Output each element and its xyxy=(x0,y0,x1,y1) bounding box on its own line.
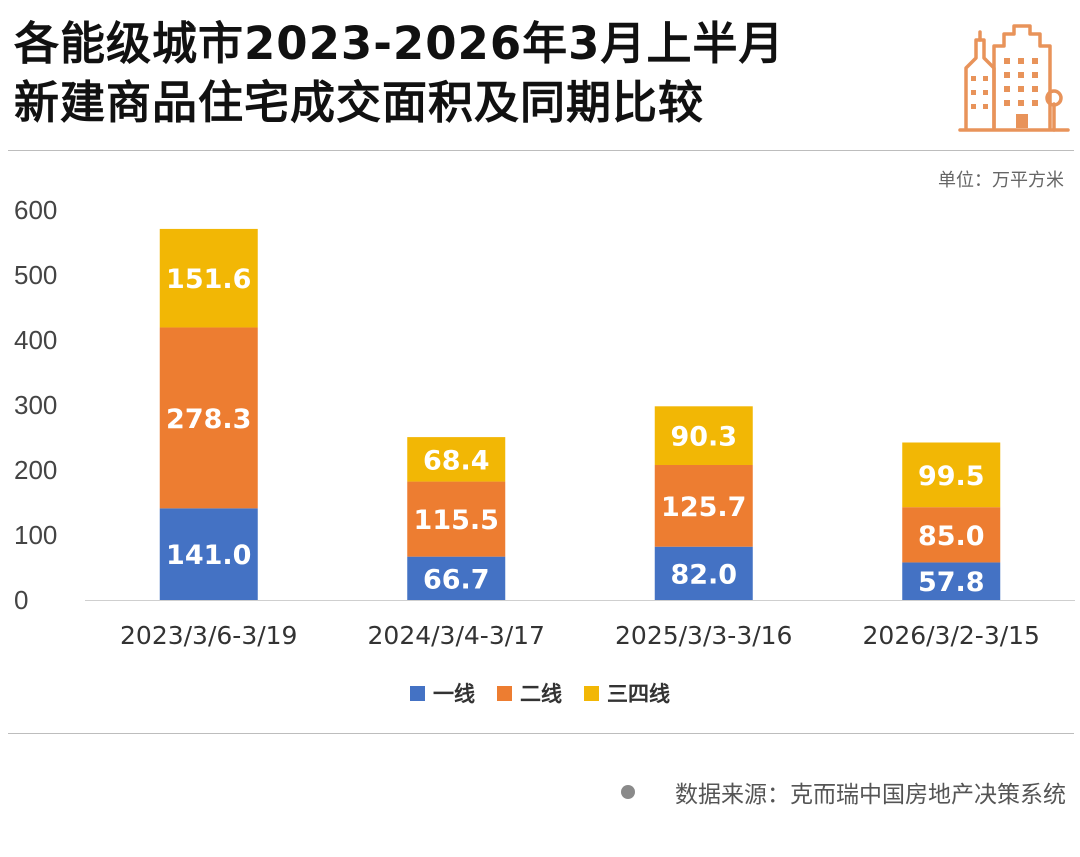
data-label: 151.6 xyxy=(166,264,251,295)
y-tick-label: 100 xyxy=(14,520,57,550)
data-label: 90.3 xyxy=(670,422,737,453)
legend-swatch xyxy=(584,685,599,701)
legend-label: 一线 xyxy=(433,682,475,706)
data-label: 141.0 xyxy=(166,540,251,571)
y-tick-label: 500 xyxy=(14,260,57,290)
data-label: 99.5 xyxy=(918,461,985,492)
data-label: 115.5 xyxy=(414,505,499,536)
bar-segment xyxy=(902,562,1001,600)
stacked-bar-chart: 0 100 200 300 400 500 600 141.0 278.3 151.6 2023/3… xyxy=(14,195,1075,650)
legend-item: 二线 xyxy=(497,678,562,708)
data-label: 82.0 xyxy=(670,559,737,590)
bar-segment xyxy=(654,546,753,600)
bar-segment xyxy=(654,464,753,547)
chart-title: 各能级城市2023-2026年3月上半月 新建商品住宅成交面积及同期比较 xyxy=(14,14,944,132)
data-label: 85.0 xyxy=(918,521,985,552)
source-text: 数据来源：克而瑞中国房地产决策系统 xyxy=(675,782,1066,808)
legend-item: 一线 xyxy=(410,678,475,708)
bar-segment xyxy=(159,508,258,600)
bar-segment xyxy=(407,437,506,482)
bar-segment xyxy=(407,556,506,600)
bar-segment xyxy=(159,228,258,328)
y-tick-label: 600 xyxy=(14,195,57,225)
x-tick-label: 2026/3/2-3/15 xyxy=(863,621,1040,650)
legend-swatch xyxy=(497,685,512,701)
title-line-2: 新建商品住宅成交面积及同期比较 xyxy=(14,76,705,129)
unit-label: 单位：万平方米 xyxy=(938,170,1064,191)
bar-segment xyxy=(902,507,1001,563)
legend-label: 二线 xyxy=(520,682,562,706)
title-line-1: 各能级城市2023-2026年3月上半月 xyxy=(14,17,785,70)
y-tick-label: 0 xyxy=(14,585,28,615)
y-tick-label: 400 xyxy=(14,325,57,355)
x-tick-label: 2023/3/6-3/19 xyxy=(120,621,297,650)
bar-segment xyxy=(902,442,1001,508)
legend: 一线 二线 三四线 xyxy=(0,676,1080,710)
x-tick-label: 2025/3/3-3/16 xyxy=(615,621,792,650)
data-label: 57.8 xyxy=(918,567,985,598)
legend-item: 三四线 xyxy=(584,678,670,708)
dot-icon xyxy=(621,785,635,799)
bar-segment xyxy=(407,481,506,557)
legend-swatch xyxy=(410,685,425,701)
x-tick-label: 2024/3/4-3/17 xyxy=(368,621,545,650)
data-label: 68.4 xyxy=(423,445,490,476)
top-divider xyxy=(8,150,1074,151)
source-note: 数据来源：克而瑞中国房地产决策系统 xyxy=(621,775,1066,809)
building-icon xyxy=(958,24,1070,132)
data-label: 278.3 xyxy=(166,404,251,435)
bottom-divider xyxy=(8,733,1074,734)
y-tick-label: 300 xyxy=(14,390,57,420)
y-tick-label: 200 xyxy=(14,455,57,485)
legend-label: 三四线 xyxy=(607,682,670,706)
data-label: 66.7 xyxy=(423,564,490,595)
bar-segment xyxy=(654,406,753,465)
data-label: 125.7 xyxy=(661,492,746,523)
bar-segment xyxy=(159,327,258,509)
